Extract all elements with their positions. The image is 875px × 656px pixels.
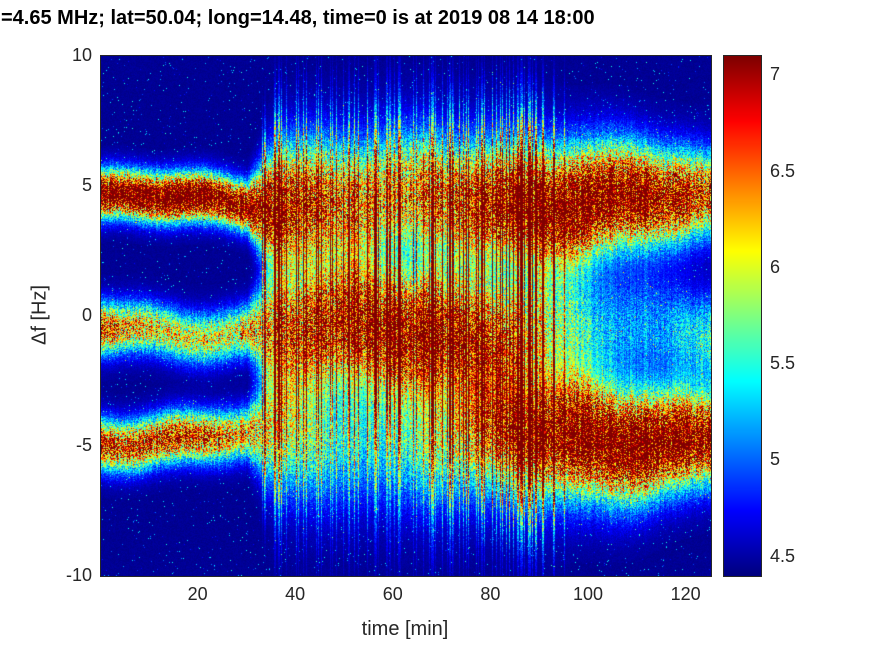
plot-area bbox=[100, 55, 712, 577]
heatmap-canvas bbox=[101, 56, 711, 576]
chart-title: =4.65 MHz; lat=50.04; long=14.48, time=0… bbox=[1, 7, 595, 29]
colorbar-tick-label: 6.5 bbox=[770, 160, 796, 181]
colorbar-canvas bbox=[724, 56, 761, 576]
colorbar-tick-label: 6 bbox=[770, 256, 781, 277]
colorbar bbox=[723, 55, 762, 577]
x-tick-label: 80 bbox=[480, 584, 501, 604]
x-tick-label: 40 bbox=[285, 584, 306, 604]
y-tick-label: -5 bbox=[75, 435, 92, 455]
y-tick-label: 5 bbox=[81, 175, 92, 195]
y-tick-label: 0 bbox=[81, 305, 92, 325]
y-axis-label: Δf [Hz] bbox=[28, 284, 51, 346]
x-tick-label: 120 bbox=[670, 584, 701, 604]
x-axis-label: time [min] bbox=[361, 618, 449, 640]
x-tick-label: 20 bbox=[187, 584, 208, 604]
colorbar-tick-label: 7 bbox=[770, 64, 781, 85]
x-tick-label: 100 bbox=[572, 584, 604, 604]
colorbar-tick-label: 5 bbox=[770, 449, 781, 470]
colorbar-tick-label: 4.5 bbox=[770, 545, 796, 566]
y-tick-label: 10 bbox=[71, 45, 92, 65]
colorbar-tick-label: 5.5 bbox=[770, 353, 796, 374]
y-tick-label: -10 bbox=[65, 565, 92, 585]
x-tick-label: 60 bbox=[382, 584, 403, 604]
